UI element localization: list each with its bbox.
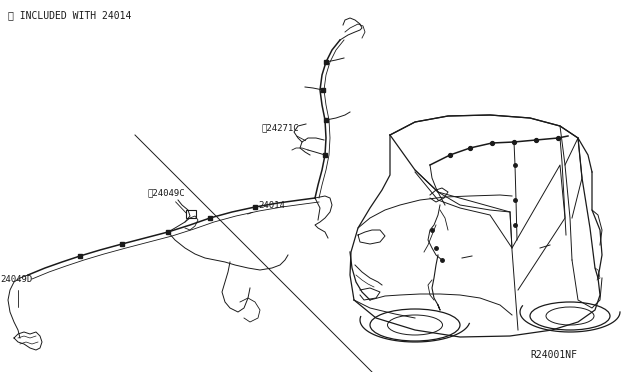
Text: ※24049C: ※24049C [148,188,186,213]
Text: R24001NF: R24001NF [530,350,577,360]
Text: 24049D: 24049D [0,275,32,307]
Text: 24014: 24014 [248,201,285,214]
Bar [186,210,196,218]
Text: ※ INCLUDED WITH 24014: ※ INCLUDED WITH 24014 [8,10,131,20]
Text: ※24271C: ※24271C [262,123,305,141]
